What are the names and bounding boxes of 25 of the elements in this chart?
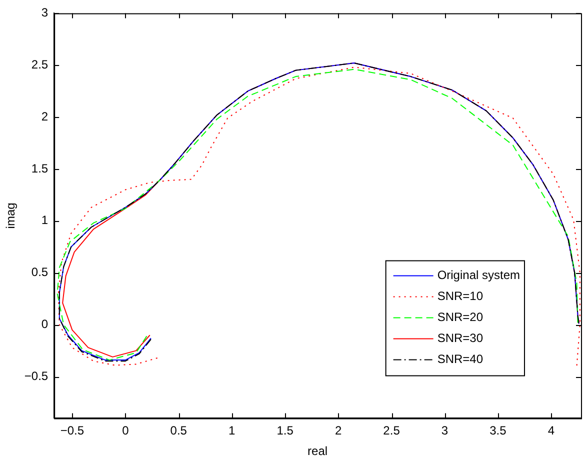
x-tick-label: 2 bbox=[334, 424, 342, 438]
legend-label: SNR=20 bbox=[437, 310, 484, 324]
y-tick-label: 0 bbox=[41, 317, 48, 332]
y-tick-label: −0.5 bbox=[24, 368, 48, 383]
x-tick-label: 3 bbox=[441, 424, 448, 438]
x-tick-label: 1 bbox=[228, 424, 236, 438]
y-tick-label: 2.5 bbox=[31, 57, 48, 72]
x-tick-label: 4 bbox=[548, 424, 555, 438]
legend-label: Original system bbox=[437, 268, 520, 282]
legend-label: SNR=30 bbox=[437, 331, 484, 346]
y-tick-label: 1.5 bbox=[31, 161, 48, 176]
y-tick-label: 3 bbox=[41, 6, 48, 20]
x-tick-label: 0 bbox=[122, 424, 130, 438]
y-tick-label: 2 bbox=[41, 109, 48, 124]
y-tick-label: 1 bbox=[41, 213, 48, 228]
y-tick-label: 0.5 bbox=[31, 265, 48, 280]
x-tick-label: 1.5 bbox=[276, 424, 294, 438]
y-axis-title: imag bbox=[4, 202, 18, 229]
x-axis-title: real bbox=[308, 444, 328, 458]
x-tick-label: −0.5 bbox=[60, 424, 84, 438]
x-tick-label: 0.5 bbox=[170, 424, 188, 438]
legend-label: SNR=40 bbox=[437, 352, 484, 366]
x-tick-label: 3.5 bbox=[490, 424, 507, 438]
x-tick-label: 2.5 bbox=[383, 424, 400, 438]
legend-label: SNR=10 bbox=[437, 289, 484, 304]
